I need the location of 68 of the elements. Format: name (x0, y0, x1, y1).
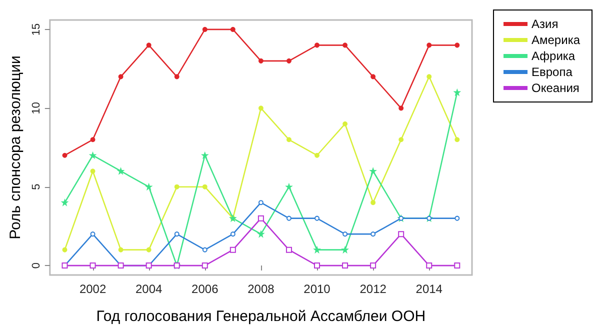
point (90, 262, 96, 269)
y-tick-label: 15 (30, 23, 42, 36)
point (314, 262, 320, 269)
y-tick-label: 5 (30, 184, 42, 190)
x-axis-title: Год голосования Генеральной Ассамблеи ООН (96, 308, 426, 325)
point (314, 152, 320, 158)
x-tick-label: 2004 (135, 282, 163, 296)
point (174, 232, 180, 237)
legend-label: Азия (532, 17, 558, 31)
point (258, 58, 264, 64)
point (90, 137, 96, 142)
legend-label: Африка (532, 49, 576, 63)
point (202, 262, 208, 269)
point (202, 184, 208, 190)
point (314, 216, 320, 221)
point (342, 232, 348, 237)
point (174, 184, 180, 190)
point (426, 74, 432, 80)
x-tick-label: 2006 (192, 282, 219, 296)
point (62, 152, 68, 158)
point (426, 42, 432, 48)
point (230, 246, 236, 253)
point (90, 168, 96, 174)
point (370, 262, 376, 269)
point (286, 216, 292, 221)
point (454, 216, 460, 221)
point (118, 247, 124, 252)
point (286, 137, 292, 142)
point (230, 232, 236, 237)
point (202, 26, 208, 32)
point (146, 247, 152, 252)
x-tick-label: 2010 (304, 282, 331, 296)
point (398, 137, 404, 142)
point (286, 58, 292, 64)
point (118, 74, 124, 80)
point (370, 74, 376, 80)
point (454, 262, 460, 269)
point (62, 247, 68, 252)
point (454, 42, 460, 48)
point (258, 106, 264, 111)
point (230, 26, 236, 32)
x-tick-label: 2012 (360, 282, 387, 296)
x-tick-label: 2002 (79, 282, 106, 296)
point (286, 246, 292, 253)
legend-label: Америка (532, 33, 580, 47)
point (370, 200, 376, 206)
y-tick-label: 10 (30, 102, 42, 114)
point (454, 137, 460, 142)
point (342, 262, 348, 269)
x-tick-label: 2008 (248, 282, 275, 296)
point (314, 42, 320, 48)
point (258, 215, 264, 222)
point (398, 231, 404, 238)
y-axis-title: Роль спонсора резолюции (7, 56, 24, 240)
x-tick-label: 2014 (416, 282, 443, 296)
point (342, 121, 348, 126)
point (258, 200, 264, 206)
point (146, 42, 152, 48)
legend-label: Океания (532, 81, 580, 95)
point (426, 262, 432, 269)
point (398, 106, 404, 111)
point (342, 42, 348, 48)
point (90, 232, 96, 237)
point (370, 232, 376, 237)
point (174, 74, 180, 80)
y-tick-label: 0 (30, 262, 42, 269)
legend-label: Европа (532, 65, 573, 79)
point (202, 247, 208, 252)
